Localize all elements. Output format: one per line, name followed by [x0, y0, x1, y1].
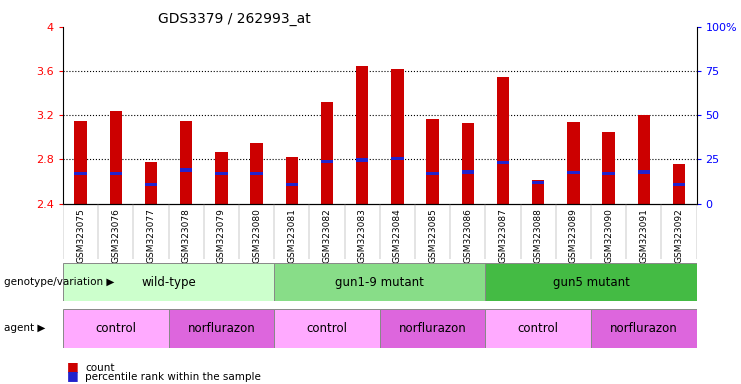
Bar [673, 164, 685, 204]
Bar [602, 132, 615, 204]
Bar [591, 309, 697, 348]
Text: GSM323085: GSM323085 [428, 208, 437, 263]
Text: GSM323088: GSM323088 [534, 208, 542, 263]
Bar [110, 172, 122, 175]
Bar [274, 309, 379, 348]
Text: percentile rank within the sample: percentile rank within the sample [85, 372, 261, 382]
Text: count: count [85, 363, 115, 373]
Text: norflurazon: norflurazon [610, 322, 677, 335]
Bar [567, 171, 579, 174]
Text: norflurazon: norflurazon [187, 322, 255, 335]
Text: ■: ■ [67, 369, 79, 382]
Text: GSM323075: GSM323075 [76, 208, 85, 263]
Bar [321, 160, 333, 163]
Text: GSM323076: GSM323076 [111, 208, 120, 263]
Bar [496, 76, 509, 204]
Bar [356, 66, 368, 204]
Bar [74, 121, 87, 204]
Text: gun5 mutant: gun5 mutant [553, 276, 629, 289]
Bar [144, 162, 157, 204]
Bar [379, 309, 485, 348]
Bar [180, 121, 193, 204]
Bar [215, 152, 227, 204]
Text: GSM323081: GSM323081 [288, 208, 296, 263]
Bar [74, 172, 87, 175]
Bar [426, 172, 439, 175]
Text: GSM323082: GSM323082 [322, 208, 331, 263]
Bar [637, 170, 650, 174]
Text: GSM323087: GSM323087 [499, 208, 508, 263]
Text: agent ▶: agent ▶ [4, 323, 45, 333]
Text: genotype/variation ▶: genotype/variation ▶ [4, 277, 114, 287]
Bar [63, 263, 274, 301]
Bar [637, 115, 650, 204]
Bar [462, 123, 474, 204]
Bar [496, 161, 509, 164]
Bar [63, 309, 169, 348]
Text: GSM323091: GSM323091 [639, 208, 648, 263]
Bar [567, 122, 579, 204]
Text: GSM323086: GSM323086 [463, 208, 472, 263]
Bar [274, 263, 485, 301]
Text: GSM323084: GSM323084 [393, 208, 402, 263]
Text: GSM323089: GSM323089 [569, 208, 578, 263]
Text: GSM323092: GSM323092 [674, 208, 683, 263]
Bar [285, 182, 298, 186]
Text: gun1-9 mutant: gun1-9 mutant [336, 276, 424, 289]
Bar [215, 172, 227, 175]
Bar [250, 143, 263, 204]
Bar [485, 263, 697, 301]
Bar [250, 172, 263, 175]
Bar [532, 180, 545, 204]
Bar [673, 182, 685, 186]
Text: GSM323080: GSM323080 [252, 208, 261, 263]
Bar [462, 170, 474, 174]
Bar [532, 181, 545, 184]
Bar [180, 168, 193, 172]
Bar [391, 69, 404, 204]
Text: GSM323078: GSM323078 [182, 208, 190, 263]
Bar [426, 119, 439, 204]
Text: norflurazon: norflurazon [399, 322, 466, 335]
Bar [168, 309, 274, 348]
Text: GSM323083: GSM323083 [358, 208, 367, 263]
Text: GSM323077: GSM323077 [147, 208, 156, 263]
Text: control: control [96, 322, 136, 335]
Bar [391, 157, 404, 161]
Text: control: control [518, 322, 559, 335]
Text: control: control [307, 322, 348, 335]
Text: ■: ■ [67, 360, 79, 373]
Bar [285, 157, 298, 204]
Text: wild-type: wild-type [142, 276, 196, 289]
Bar [321, 102, 333, 204]
Text: GDS3379 / 262993_at: GDS3379 / 262993_at [158, 12, 310, 26]
Bar [356, 158, 368, 162]
Bar [485, 309, 591, 348]
Bar [602, 172, 615, 175]
Bar [110, 111, 122, 204]
Text: GSM323079: GSM323079 [217, 208, 226, 263]
Bar [144, 182, 157, 186]
Text: GSM323090: GSM323090 [604, 208, 613, 263]
